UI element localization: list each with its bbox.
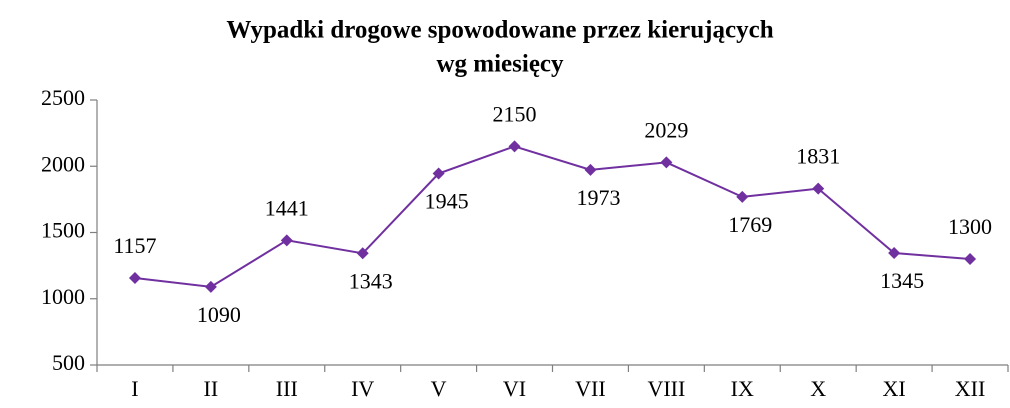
data-label: 1343	[349, 268, 393, 293]
chart-title: wg miesięcy	[436, 51, 564, 78]
line	[134, 145, 971, 288]
x-tick-label: VIII	[647, 376, 685, 401]
data-label: 2150	[493, 101, 537, 126]
x-tick-label: XI	[883, 376, 906, 401]
marker	[204, 280, 217, 293]
marker	[584, 163, 597, 176]
data-label: 1441	[265, 195, 309, 220]
y-tick-label: 500	[52, 350, 85, 375]
data-label: 1300	[948, 214, 992, 239]
marker	[888, 247, 901, 260]
data-label: 1090	[197, 302, 241, 327]
x-tick-label: I	[131, 376, 138, 401]
x-tick-label: VII	[575, 376, 606, 401]
marker	[280, 234, 293, 247]
marker	[736, 190, 749, 203]
y-tick-label: 1500	[41, 218, 85, 243]
y-tick-label: 2000	[41, 151, 85, 176]
x-tick-label: X	[810, 376, 826, 401]
data-label: 2029	[644, 117, 688, 142]
x-tick-label: IV	[351, 376, 374, 401]
marker	[660, 156, 673, 169]
marker	[508, 140, 521, 153]
marker	[128, 271, 141, 284]
x-tick-label: V	[431, 376, 447, 401]
y-tick-label: 1000	[41, 284, 85, 309]
x-tick-label: VI	[503, 376, 526, 401]
data-label: 1769	[728, 212, 772, 237]
marker	[812, 182, 825, 195]
x-tick-label: IX	[731, 376, 754, 401]
x-tick-label: XII	[955, 376, 986, 401]
marker	[964, 253, 977, 265]
x-tick-label: II	[204, 376, 219, 401]
x-tick-label: III	[276, 376, 298, 401]
data-label: 1945	[425, 189, 469, 214]
chart-title: Wypadki drogowe spowodowane przez kieruj…	[226, 17, 773, 44]
data-label: 1973	[576, 185, 620, 210]
marker	[356, 247, 369, 260]
marker	[432, 167, 445, 180]
data-label: 1345	[880, 268, 924, 293]
data-label: 1157	[113, 233, 156, 258]
y-tick-label: 2500	[41, 85, 85, 110]
data-label: 1831	[796, 144, 840, 169]
